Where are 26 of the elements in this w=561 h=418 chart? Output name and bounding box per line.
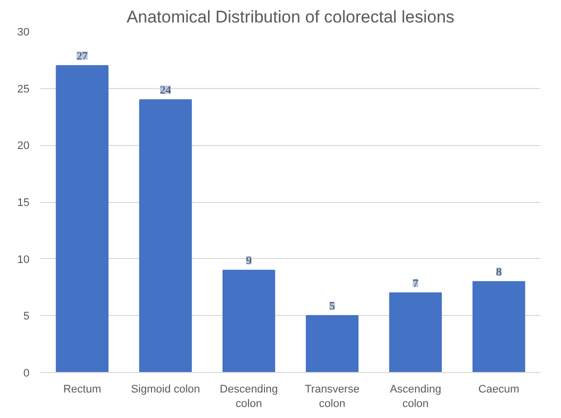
data-label: 5 — [329, 300, 336, 313]
x-tick-label: Caecum — [478, 384, 520, 396]
x-tick-label: Sigmoid colon — [130, 384, 200, 396]
x-tick-label: Transverse colon — [304, 384, 360, 410]
y-tick-label: 10 — [17, 254, 30, 266]
chart-title: Anatomical Distribution of colorectal lesions — [126, 8, 454, 26]
y-tick-label: 20 — [17, 140, 30, 152]
y-tick-label: 0 — [23, 368, 30, 380]
bar — [389, 292, 442, 372]
y-tick-label: 30 — [17, 26, 30, 38]
bar — [306, 315, 358, 372]
bar — [472, 281, 526, 372]
x-tick-label: Ascending colon — [390, 384, 442, 410]
data-label: 24 — [160, 84, 172, 97]
y-tick-label: 15 — [17, 197, 30, 209]
x-tick-label: Rectum — [63, 384, 102, 396]
data-label: 8 — [496, 266, 502, 279]
x-tick-label: Descending colon — [220, 384, 278, 410]
data-label: 9 — [246, 255, 252, 268]
bar — [222, 270, 276, 372]
bar — [56, 65, 108, 372]
bar — [139, 99, 192, 372]
data-label: 27 — [76, 50, 88, 63]
y-tick-label: 5 — [23, 310, 30, 323]
data-label: 7 — [412, 278, 419, 290]
y-tick-label: 25 — [17, 83, 30, 96]
